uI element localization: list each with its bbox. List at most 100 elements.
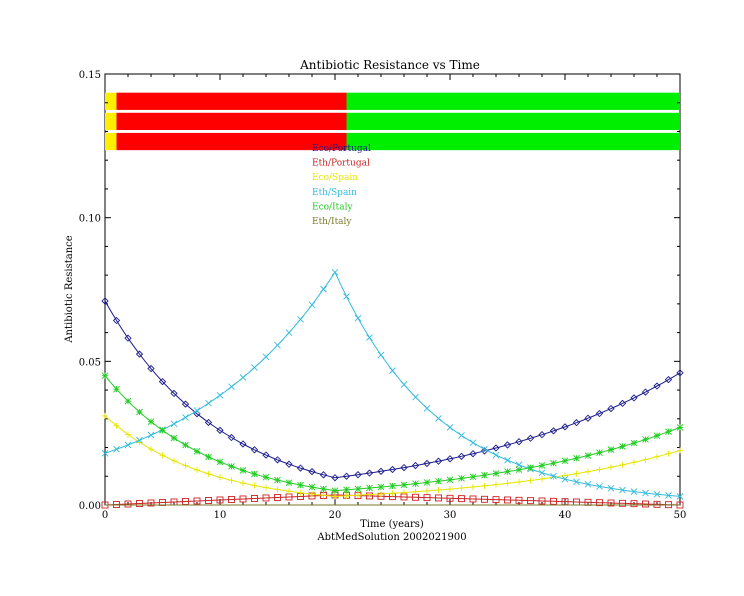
data-point (102, 412, 108, 419)
data-point (182, 441, 189, 449)
data-point (343, 492, 350, 499)
data-point (136, 500, 143, 507)
data-point (561, 475, 569, 483)
data-point (135, 350, 144, 358)
y-axis-label: Antibiotic Resistance (64, 235, 75, 343)
data-point (665, 492, 672, 499)
data-point (561, 457, 569, 465)
data-point (631, 459, 637, 466)
data-point (124, 500, 132, 508)
data-point (331, 487, 339, 494)
data-point (354, 471, 362, 479)
data-point (458, 485, 465, 492)
data-point (492, 444, 500, 452)
data-point (308, 467, 316, 476)
data-point (113, 445, 120, 453)
data-point (170, 434, 178, 442)
data-point (607, 485, 615, 492)
data-point (423, 459, 431, 468)
data-point (228, 496, 235, 503)
data-point (481, 445, 488, 453)
band-3-segment-3 (346, 132, 680, 151)
data-point (365, 469, 374, 477)
data-point (216, 458, 224, 466)
data-point (124, 334, 132, 342)
data-point (457, 452, 466, 460)
data-point (262, 451, 270, 459)
data-point (251, 482, 258, 489)
data-point (389, 482, 396, 490)
data-point (630, 500, 638, 508)
data-point (481, 471, 488, 479)
data-point (470, 483, 476, 490)
series-line (104, 300, 681, 479)
data-point (171, 457, 177, 464)
data-point (388, 465, 397, 474)
data-point (619, 486, 626, 494)
band-2-segment-3 (346, 112, 680, 131)
data-point (549, 427, 558, 435)
data-point (147, 418, 155, 425)
data-point (641, 388, 650, 396)
data-point (492, 470, 500, 477)
data-point (308, 301, 316, 309)
data-point (112, 316, 121, 325)
data-point (125, 431, 131, 438)
data-point (366, 334, 373, 341)
band-3-segment-2 (116, 132, 347, 151)
x-tick-label: 50 (674, 510, 687, 521)
data-point (262, 473, 270, 481)
data-point (515, 438, 523, 446)
data-point (228, 477, 235, 484)
data-point (469, 439, 477, 447)
legend-entry: Eth/Spain (312, 188, 357, 198)
data-point (228, 463, 235, 470)
data-point (492, 451, 500, 459)
data-point (286, 488, 292, 495)
data-point (331, 268, 339, 276)
data-point (515, 461, 523, 469)
data-point (412, 488, 419, 495)
data-point (584, 414, 592, 422)
data-point (124, 397, 132, 405)
data-point (274, 486, 281, 493)
legend-entry: Eco/Spain (312, 173, 358, 183)
data-point (251, 364, 258, 371)
data-point (653, 490, 661, 498)
y-tick-label: 0.10 (79, 214, 101, 225)
data-point (227, 433, 236, 442)
data-point (619, 499, 626, 507)
data-point (584, 480, 592, 488)
band-1-segment-2 (116, 92, 347, 110)
data-point (469, 473, 477, 481)
band-2-segment-1 (105, 112, 117, 131)
data-point (285, 479, 293, 487)
x-tick-label: 20 (329, 510, 342, 521)
data-point (343, 486, 350, 494)
data-point (204, 418, 213, 427)
data-point (285, 460, 293, 468)
data-point (493, 481, 499, 488)
data-point (515, 466, 523, 474)
data-point (366, 484, 373, 492)
data-point (504, 468, 511, 475)
data-point (377, 467, 385, 475)
data-point (400, 463, 408, 472)
data-point (401, 489, 407, 496)
data-point (239, 467, 247, 474)
y-tick-label: 0.05 (79, 357, 101, 368)
data-point (434, 457, 443, 465)
data-point (526, 434, 535, 442)
data-point (342, 472, 351, 480)
data-point (377, 483, 385, 491)
data-point (469, 450, 477, 458)
data-point (320, 485, 327, 493)
data-point (585, 468, 591, 475)
legend-entry: Eth/Italy (312, 217, 352, 227)
data-point (309, 491, 315, 498)
data-point (573, 454, 580, 462)
data-point (251, 470, 258, 478)
data-point (124, 441, 132, 449)
series-line (104, 271, 681, 497)
